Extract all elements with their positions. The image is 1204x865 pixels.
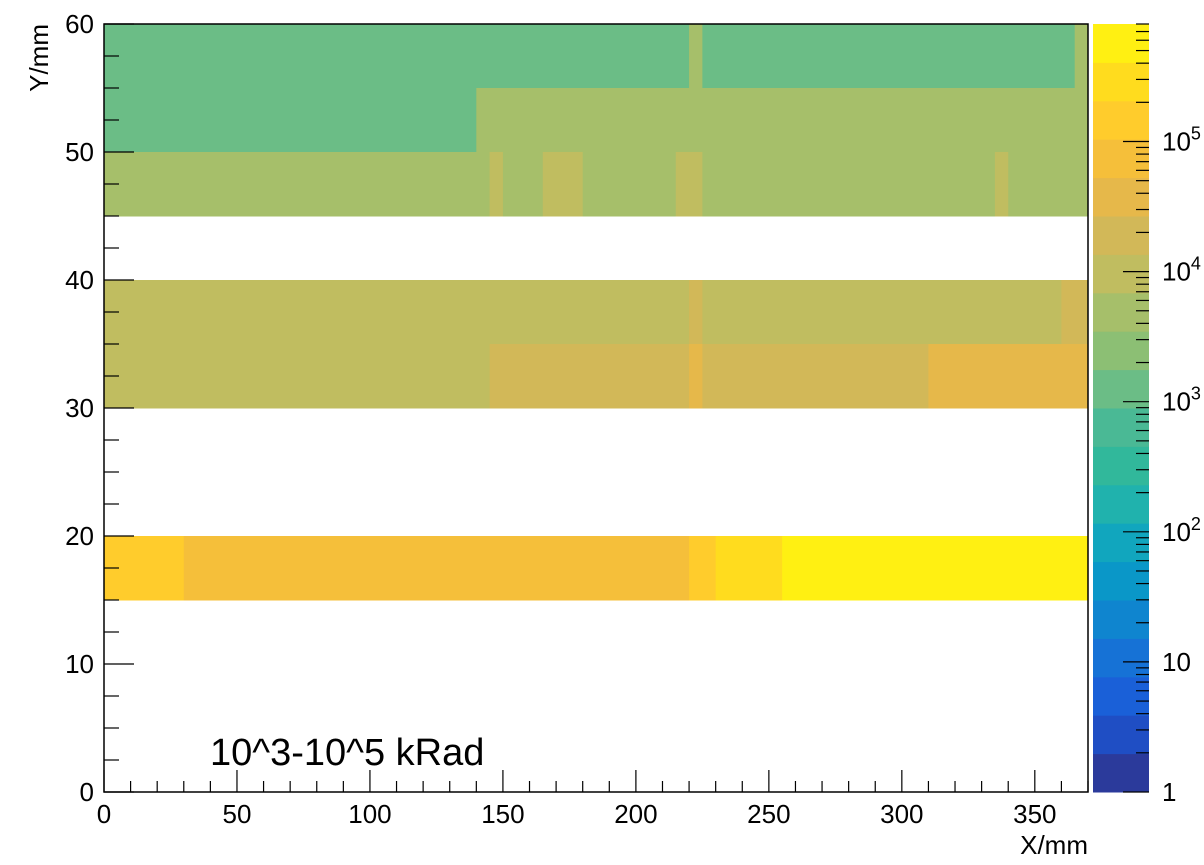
colorbar-segment [1093, 715, 1149, 755]
colorbar-segment [1093, 177, 1149, 217]
x-tick-label: 300 [880, 799, 923, 829]
colorbar-segment [1093, 216, 1149, 255]
colorbar-segment [1093, 638, 1149, 678]
x-tick-label: 250 [747, 799, 790, 829]
heatmap-cell [104, 24, 690, 89]
y-tick-label: 20 [65, 521, 94, 551]
colorbar-segment [1093, 523, 1149, 563]
heatmap-cell [104, 88, 477, 153]
colorbar-tick-label: 104 [1162, 254, 1201, 287]
colorbar-axis: 1 10 102 103 104 105 [1123, 23, 1201, 807]
x-tick-label: 350 [1013, 799, 1056, 829]
colorbar-segment [1093, 331, 1149, 371]
heatmap-cell [502, 152, 544, 217]
heatmap-cell [542, 152, 584, 217]
dose-range-annotation: 10^3-10^5 kRad [210, 732, 484, 774]
colorbar-segment [1093, 446, 1149, 486]
y-tick-label: 30 [65, 393, 94, 423]
colorbar-segment [1093, 100, 1149, 140]
heatmap-cell [689, 280, 703, 345]
y-tick-label: 50 [65, 137, 94, 167]
heatmap-cell [117, 536, 185, 601]
heatmap-cell [104, 344, 491, 409]
heatmap-cell [104, 280, 690, 345]
heatmap-cell [1061, 280, 1089, 345]
heatmap-cell [489, 152, 504, 217]
y-tick-label: 60 [65, 9, 94, 39]
y-tick-label: 10 [65, 649, 94, 679]
heatmap-cell [675, 152, 703, 217]
heatmap-cell [715, 536, 783, 601]
heatmap-cells [104, 24, 1089, 601]
heatmap-cell [183, 536, 690, 601]
colorbar-segment [1093, 369, 1149, 409]
colorbar-segment [1093, 561, 1149, 601]
heatmap-cell [1048, 152, 1089, 217]
colorbar-segment [1093, 484, 1149, 524]
colorbar-segment [1093, 600, 1149, 639]
heatmap-cell [104, 152, 491, 217]
heatmap-cell [689, 344, 703, 409]
heatmap-cell [582, 152, 677, 217]
heatmap-cell [782, 536, 1089, 601]
y-tick-label: 40 [65, 265, 94, 295]
heatmap-cell [702, 280, 1062, 345]
y-axis: 0 10 20 30 40 50 60 [65, 9, 134, 807]
colorbar-tick-label: 10 [1162, 647, 1191, 677]
heatmap-cell [994, 152, 1009, 217]
heatmap-cell [928, 344, 1089, 409]
heatmap-cell [1074, 24, 1089, 89]
colorbar-tick-label: 102 [1162, 514, 1201, 547]
colorbar-tick-label: 103 [1162, 384, 1201, 417]
y-tick-label: 0 [80, 777, 94, 807]
x-tick-label: 200 [614, 799, 657, 829]
colorbar-segment [1093, 139, 1149, 179]
colorbar-segment [1093, 62, 1149, 102]
colorbar-segment [1093, 676, 1149, 716]
colorbar-segment [1093, 254, 1149, 294]
heatmap-cell [689, 24, 703, 89]
heatmap-cell [476, 88, 1089, 153]
x-tick-label: 50 [223, 799, 252, 829]
heatmap-cell [489, 344, 690, 409]
heatmap-cell [1008, 152, 1049, 217]
x-axis-label: X/mm [1020, 830, 1088, 860]
x-axis: 0 50 100 150 200 250 300 350 [97, 770, 1089, 829]
heatmap-cell [702, 152, 996, 217]
x-tick-label: 0 [97, 799, 111, 829]
colorbar-segment [1093, 24, 1149, 63]
heatmap-cell [689, 536, 717, 601]
heatmap-cell [702, 24, 1076, 89]
colorbar-tick-label: 105 [1162, 123, 1201, 156]
colorbar-segment [1093, 753, 1149, 793]
y-axis-label: Y/mm [24, 24, 54, 92]
colorbar-tick-label: 1 [1162, 777, 1176, 807]
colorbar-segment [1093, 292, 1149, 332]
colorbar [1093, 24, 1149, 793]
x-tick-label: 150 [481, 799, 524, 829]
x-tick-label: 100 [348, 799, 391, 829]
heatmap-cell [702, 344, 929, 409]
